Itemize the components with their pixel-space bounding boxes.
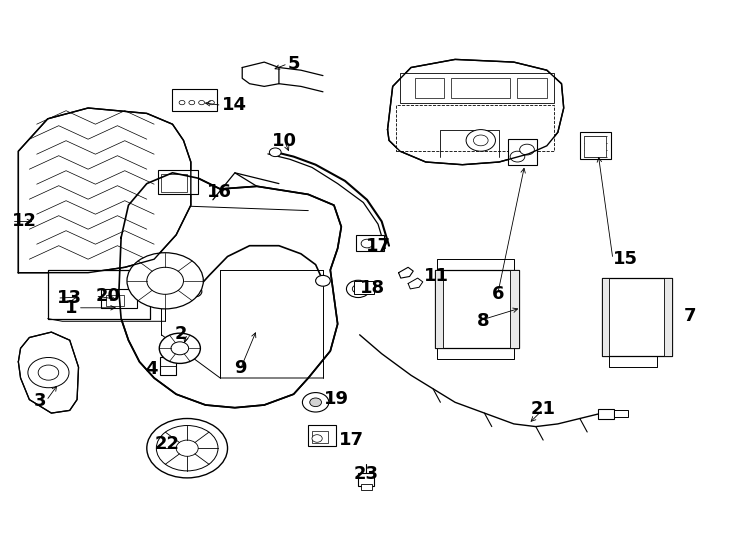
Text: 5: 5 (288, 55, 300, 73)
Circle shape (473, 135, 488, 146)
Text: 23: 23 (354, 465, 379, 483)
Circle shape (466, 130, 495, 151)
FancyBboxPatch shape (158, 170, 198, 194)
Circle shape (189, 100, 195, 105)
Circle shape (187, 286, 202, 297)
FancyBboxPatch shape (580, 132, 611, 159)
FancyBboxPatch shape (508, 139, 537, 165)
Text: 18: 18 (360, 279, 385, 297)
Circle shape (346, 280, 370, 298)
Text: 4: 4 (145, 360, 158, 379)
Bar (602, 278, 672, 356)
Polygon shape (18, 332, 79, 413)
FancyBboxPatch shape (48, 270, 150, 319)
FancyBboxPatch shape (358, 472, 374, 486)
Circle shape (316, 275, 330, 286)
FancyBboxPatch shape (161, 174, 187, 192)
FancyBboxPatch shape (602, 278, 609, 356)
Circle shape (179, 100, 185, 105)
Text: 22: 22 (154, 435, 179, 453)
Polygon shape (18, 108, 191, 273)
Circle shape (510, 151, 525, 162)
Text: 8: 8 (477, 312, 490, 330)
Circle shape (156, 426, 218, 471)
Text: 3: 3 (34, 392, 46, 410)
Text: 19: 19 (324, 389, 349, 408)
Text: 17: 17 (366, 237, 390, 255)
FancyBboxPatch shape (160, 357, 176, 375)
Polygon shape (119, 173, 341, 408)
Text: 20: 20 (95, 287, 120, 305)
Circle shape (208, 100, 214, 105)
Circle shape (310, 398, 321, 407)
Circle shape (269, 148, 281, 157)
FancyBboxPatch shape (356, 235, 384, 251)
FancyBboxPatch shape (415, 78, 444, 98)
Circle shape (199, 100, 205, 105)
Text: 10: 10 (272, 132, 297, 151)
FancyBboxPatch shape (664, 278, 672, 356)
Circle shape (159, 333, 200, 363)
Text: 11: 11 (424, 267, 449, 286)
Circle shape (302, 393, 329, 412)
Text: 7: 7 (684, 307, 697, 325)
FancyBboxPatch shape (510, 270, 519, 348)
FancyBboxPatch shape (602, 278, 672, 356)
Bar (48, 270, 150, 319)
FancyBboxPatch shape (361, 484, 372, 490)
FancyBboxPatch shape (101, 289, 137, 308)
Bar (435, 270, 519, 348)
FancyBboxPatch shape (312, 431, 328, 443)
Circle shape (361, 239, 373, 248)
Text: 6: 6 (491, 285, 504, 303)
FancyBboxPatch shape (598, 409, 614, 419)
Circle shape (312, 435, 322, 442)
FancyBboxPatch shape (451, 78, 510, 98)
Circle shape (38, 365, 59, 380)
Polygon shape (388, 59, 564, 165)
Circle shape (127, 253, 203, 309)
Text: 13: 13 (57, 289, 82, 307)
FancyBboxPatch shape (354, 281, 374, 294)
Circle shape (28, 357, 69, 388)
FancyBboxPatch shape (517, 78, 547, 98)
Circle shape (147, 418, 228, 478)
FancyBboxPatch shape (106, 295, 124, 306)
Text: 15: 15 (613, 250, 638, 268)
FancyBboxPatch shape (172, 89, 217, 111)
FancyBboxPatch shape (400, 73, 554, 103)
Text: 21: 21 (531, 400, 556, 418)
Text: 9: 9 (234, 359, 247, 377)
FancyBboxPatch shape (308, 425, 336, 446)
Circle shape (176, 440, 198, 456)
FancyBboxPatch shape (584, 136, 606, 157)
Text: 16: 16 (207, 183, 232, 201)
FancyBboxPatch shape (435, 270, 519, 348)
Text: 14: 14 (222, 96, 247, 114)
Text: 12: 12 (12, 212, 37, 231)
Text: 2: 2 (175, 325, 187, 343)
Circle shape (147, 267, 184, 294)
FancyBboxPatch shape (396, 105, 554, 151)
Circle shape (352, 285, 364, 293)
Circle shape (171, 342, 189, 355)
Circle shape (520, 144, 534, 155)
Text: 17: 17 (339, 431, 364, 449)
FancyBboxPatch shape (614, 410, 628, 417)
Text: 1: 1 (65, 299, 78, 317)
FancyBboxPatch shape (435, 270, 443, 348)
